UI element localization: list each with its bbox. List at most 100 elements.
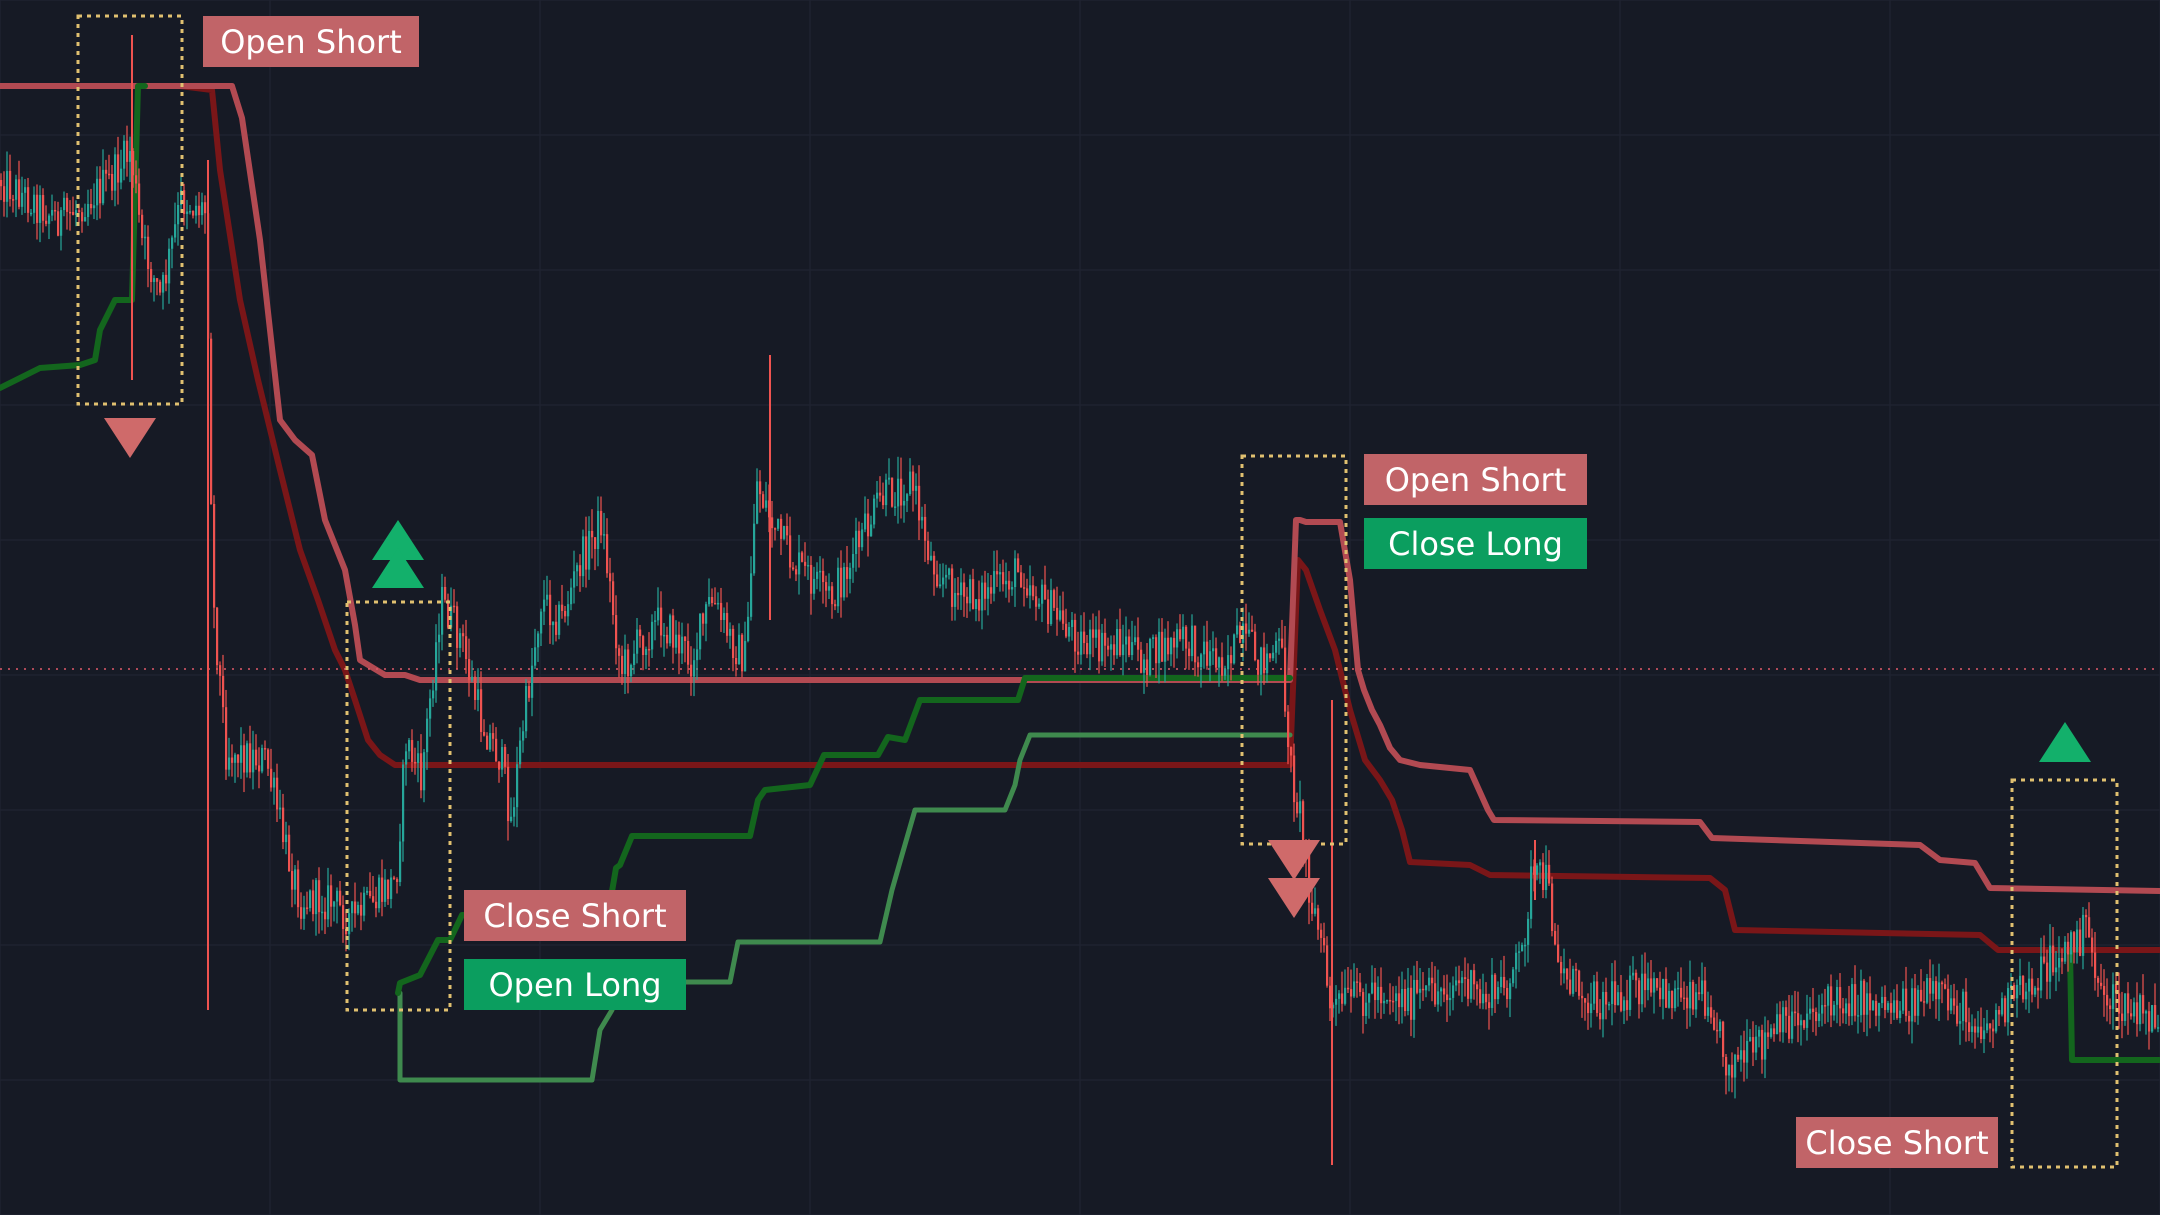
candle-body xyxy=(1995,1010,1998,1032)
candle-body xyxy=(1380,986,1383,1004)
candle-body xyxy=(1131,642,1134,656)
candle-body xyxy=(321,911,324,914)
candle-body xyxy=(243,745,246,773)
candle-body xyxy=(678,634,681,654)
candle-body xyxy=(1917,989,1920,1016)
candle-body xyxy=(153,278,156,283)
candle-body xyxy=(723,613,726,621)
candle-body xyxy=(699,613,702,650)
candle-body xyxy=(513,807,516,817)
candle-body xyxy=(39,195,42,223)
candle-body xyxy=(417,753,420,763)
candle-body xyxy=(783,526,786,539)
candle-body xyxy=(237,754,240,763)
candle-body xyxy=(1737,1054,1740,1060)
candle-body xyxy=(921,516,924,521)
candle-body xyxy=(1887,1003,1890,1010)
candle-body xyxy=(72,211,75,215)
candle-body xyxy=(69,211,72,214)
candle-body xyxy=(138,183,141,215)
candle-body xyxy=(582,536,585,577)
candle-body xyxy=(816,571,819,579)
candle-body xyxy=(891,477,894,507)
candle-body xyxy=(840,567,843,598)
candle-body xyxy=(225,707,228,770)
candle-body xyxy=(2130,1013,2133,1017)
candle-body xyxy=(66,197,69,212)
candle-body xyxy=(603,534,606,536)
candle-body xyxy=(1149,638,1152,675)
candle-body xyxy=(1473,970,1476,985)
candle-body xyxy=(36,194,39,223)
candle-body xyxy=(51,209,54,216)
candle-body xyxy=(672,615,675,648)
candle-body xyxy=(1836,987,1839,1005)
candle-body xyxy=(993,571,996,594)
candle-body xyxy=(657,607,660,621)
candle-body xyxy=(285,834,288,843)
candle-body xyxy=(1044,584,1047,600)
candle-body xyxy=(1743,1050,1746,1063)
candle-body xyxy=(1170,637,1173,655)
candle-body xyxy=(669,615,672,644)
candle-body xyxy=(1941,982,1944,985)
candle-body xyxy=(1953,998,1956,1006)
candle-body xyxy=(1872,1000,1875,1011)
candle-body xyxy=(1818,1013,1821,1022)
candle-body xyxy=(1407,987,1410,1011)
candle-body xyxy=(1272,652,1275,659)
candle-body xyxy=(663,634,666,637)
candle-body xyxy=(1452,985,1455,998)
candle-body xyxy=(1449,997,1452,1001)
candle-body xyxy=(711,597,714,604)
candle-body xyxy=(495,738,498,762)
candle-body xyxy=(1554,930,1557,945)
candle-body xyxy=(1725,1056,1728,1076)
candle-body xyxy=(2136,1002,2139,1025)
candle-body xyxy=(1113,644,1116,656)
candle-body xyxy=(1089,629,1092,655)
candle-body xyxy=(930,555,933,561)
candle-body xyxy=(1809,1008,1812,1014)
candle-body xyxy=(1353,981,1356,997)
candle-body xyxy=(480,689,483,732)
candle-body xyxy=(174,224,177,238)
candle-body xyxy=(75,210,78,215)
candle-body xyxy=(1641,973,1644,1005)
candle-body xyxy=(483,731,486,736)
candle-body xyxy=(2097,977,2100,983)
candle-body xyxy=(1638,980,1641,1005)
candle-body xyxy=(1584,998,1587,1003)
candle-body xyxy=(132,151,135,176)
candle-body xyxy=(696,649,699,661)
candle-body xyxy=(771,517,774,529)
candle-body xyxy=(114,154,117,191)
candle-body xyxy=(1080,631,1083,655)
candle-body xyxy=(519,740,522,765)
candle-body xyxy=(2133,1002,2136,1017)
lower-band-dark-line xyxy=(395,675,1293,996)
candle-body xyxy=(1905,988,1908,1016)
candle-body xyxy=(2055,967,2058,973)
candle-body xyxy=(627,649,630,677)
candle-body xyxy=(1881,996,1884,1004)
candle-body xyxy=(360,904,363,916)
candle-body xyxy=(654,620,657,622)
candle-body xyxy=(1974,1026,1977,1033)
candle-body xyxy=(2109,1005,2112,1010)
candle-body xyxy=(1008,580,1011,590)
candle-body xyxy=(2124,993,2127,1021)
candle-body xyxy=(1593,981,1596,1004)
candle-body xyxy=(108,173,111,176)
candle-body xyxy=(2049,945,2052,982)
candle-body xyxy=(1968,1022,1971,1032)
candle-body xyxy=(765,500,768,508)
candle-body xyxy=(1665,978,1668,1008)
candle-body xyxy=(1098,629,1101,662)
candle-body xyxy=(855,530,858,555)
candle-body xyxy=(1479,989,1482,1004)
candle-body xyxy=(810,564,813,594)
candle-body xyxy=(1077,651,1080,655)
